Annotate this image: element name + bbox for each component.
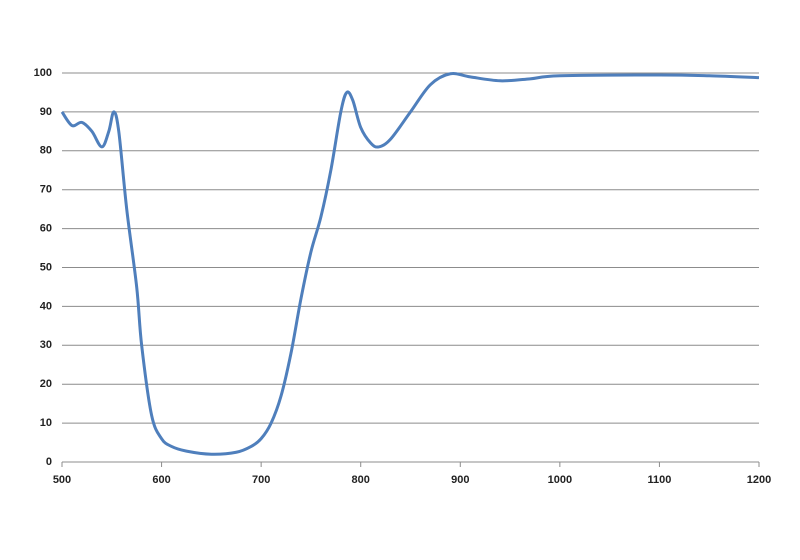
x-tick-label: 500 xyxy=(53,474,71,486)
x-tick-label: 1100 xyxy=(647,474,671,486)
y-tick-label: 70 xyxy=(40,184,52,196)
y-tick-label: 10 xyxy=(40,417,52,429)
x-tick-label: 700 xyxy=(252,474,270,486)
x-tick-label: 800 xyxy=(352,474,370,486)
y-tick-label: 40 xyxy=(40,300,52,312)
y-tick-label: 20 xyxy=(40,378,52,390)
x-tick-label: 1200 xyxy=(747,474,771,486)
y-tick-label: 60 xyxy=(40,223,52,235)
x-tick-label: 600 xyxy=(152,474,170,486)
x-tick-label: 900 xyxy=(451,474,469,486)
data-line xyxy=(60,71,760,456)
x-tick-label: 1000 xyxy=(548,474,572,486)
y-tick-label: 90 xyxy=(40,106,52,118)
y-tick-label: 80 xyxy=(40,145,52,157)
y-tick-label: 0 xyxy=(46,456,52,468)
y-tick-label: 100 xyxy=(34,67,52,79)
y-tick-label: 50 xyxy=(40,261,52,273)
y-tick-label: 30 xyxy=(40,339,52,351)
